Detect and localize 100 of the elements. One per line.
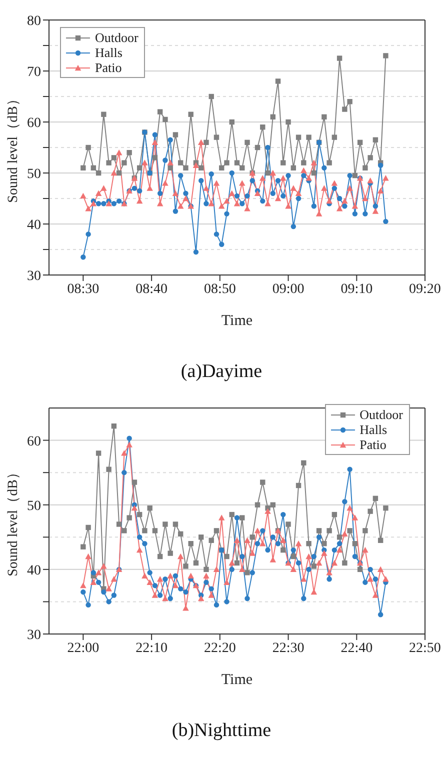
point: [377, 188, 384, 194]
point: [136, 512, 142, 518]
point: [275, 78, 281, 84]
point: [372, 137, 378, 142]
point: [352, 541, 358, 546]
point: [203, 185, 210, 191]
x-tick-label: 22:40: [340, 640, 373, 656]
point: [240, 201, 245, 206]
point: [204, 201, 209, 206]
x-tick-label: 22:10: [136, 640, 168, 656]
point: [234, 537, 240, 543]
point: [86, 524, 91, 530]
point: [352, 172, 358, 178]
x-tick-label: 08:40: [136, 282, 168, 297]
point: [280, 512, 286, 518]
point: [357, 140, 363, 145]
point: [367, 576, 374, 582]
point: [110, 576, 118, 582]
y-tick-label: 60: [27, 116, 41, 131]
point: [157, 554, 163, 560]
point: [111, 201, 117, 206]
point: [214, 528, 220, 534]
point: [301, 596, 306, 602]
point: [198, 165, 204, 170]
point: [244, 596, 250, 602]
point: [270, 114, 276, 120]
y-axis-title: Sound level（dB）: [6, 466, 21, 576]
point: [372, 576, 378, 582]
point: [178, 531, 184, 537]
point: [316, 210, 322, 216]
point: [96, 580, 102, 585]
point: [332, 134, 338, 140]
point: [296, 560, 302, 566]
point: [224, 554, 230, 560]
point: [352, 211, 358, 216]
point: [352, 514, 358, 520]
point: [214, 602, 220, 608]
point: [152, 155, 158, 160]
point: [234, 560, 240, 566]
point: [106, 599, 112, 604]
point: [342, 106, 348, 112]
legend-label: Patio: [360, 436, 386, 452]
point: [122, 528, 127, 534]
point: [280, 160, 286, 166]
point: [265, 170, 270, 176]
point: [234, 160, 240, 166]
point: [316, 528, 322, 534]
point: [116, 198, 122, 204]
point: [244, 140, 250, 145]
point: [254, 502, 260, 508]
point: [208, 538, 214, 543]
x-tick-label: 09:10: [340, 282, 373, 297]
x-tick-label: 22:00: [67, 640, 100, 656]
point: [214, 134, 220, 140]
point: [96, 450, 102, 456]
point: [260, 528, 266, 534]
legend-label: Patio: [95, 60, 122, 76]
point: [240, 165, 245, 170]
point: [204, 566, 209, 572]
point: [177, 553, 184, 560]
point: [306, 553, 312, 560]
point: [342, 204, 348, 209]
point: [86, 144, 91, 150]
point: [218, 203, 225, 209]
point: [306, 174, 312, 181]
point: [285, 203, 292, 209]
point: [198, 139, 204, 145]
point: [162, 116, 168, 122]
point: [264, 200, 271, 206]
point: [224, 198, 230, 204]
point: [368, 155, 373, 160]
point: [326, 198, 332, 204]
point: [254, 190, 261, 196]
point: [301, 160, 306, 166]
point: [311, 564, 317, 569]
point: [260, 480, 266, 485]
point: [362, 580, 368, 585]
point: [100, 185, 107, 191]
legend-label: Halls: [95, 44, 122, 60]
point: [136, 165, 142, 170]
point: [290, 547, 296, 553]
point: [80, 192, 86, 199]
point: [244, 537, 250, 543]
point: [90, 579, 97, 585]
point: [260, 198, 266, 204]
point: [254, 541, 260, 546]
point: [136, 546, 143, 553]
point: [372, 496, 378, 501]
point: [142, 528, 148, 534]
text: (a)Dayime: [180, 361, 264, 382]
point: [85, 206, 92, 212]
point: [198, 534, 204, 540]
point: [290, 566, 297, 572]
point: [183, 165, 188, 170]
point: [346, 504, 353, 511]
point: [167, 160, 174, 166]
point: [126, 436, 132, 441]
x-tick-label: 09:00: [272, 282, 304, 297]
point: [136, 534, 142, 540]
point: [336, 541, 342, 546]
